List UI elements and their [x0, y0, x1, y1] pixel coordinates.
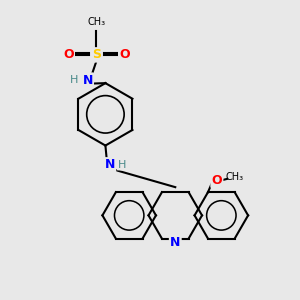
Text: H: H: [70, 75, 78, 85]
Text: CH₃: CH₃: [226, 172, 244, 182]
Text: S: S: [92, 48, 101, 62]
Text: N: N: [82, 74, 93, 87]
Text: O: O: [63, 48, 74, 62]
Text: O: O: [119, 48, 130, 62]
Text: H: H: [118, 160, 126, 170]
Text: N: N: [170, 236, 181, 249]
Text: O: O: [212, 174, 222, 187]
Text: CH₃: CH₃: [87, 17, 106, 27]
Text: N: N: [105, 158, 115, 171]
